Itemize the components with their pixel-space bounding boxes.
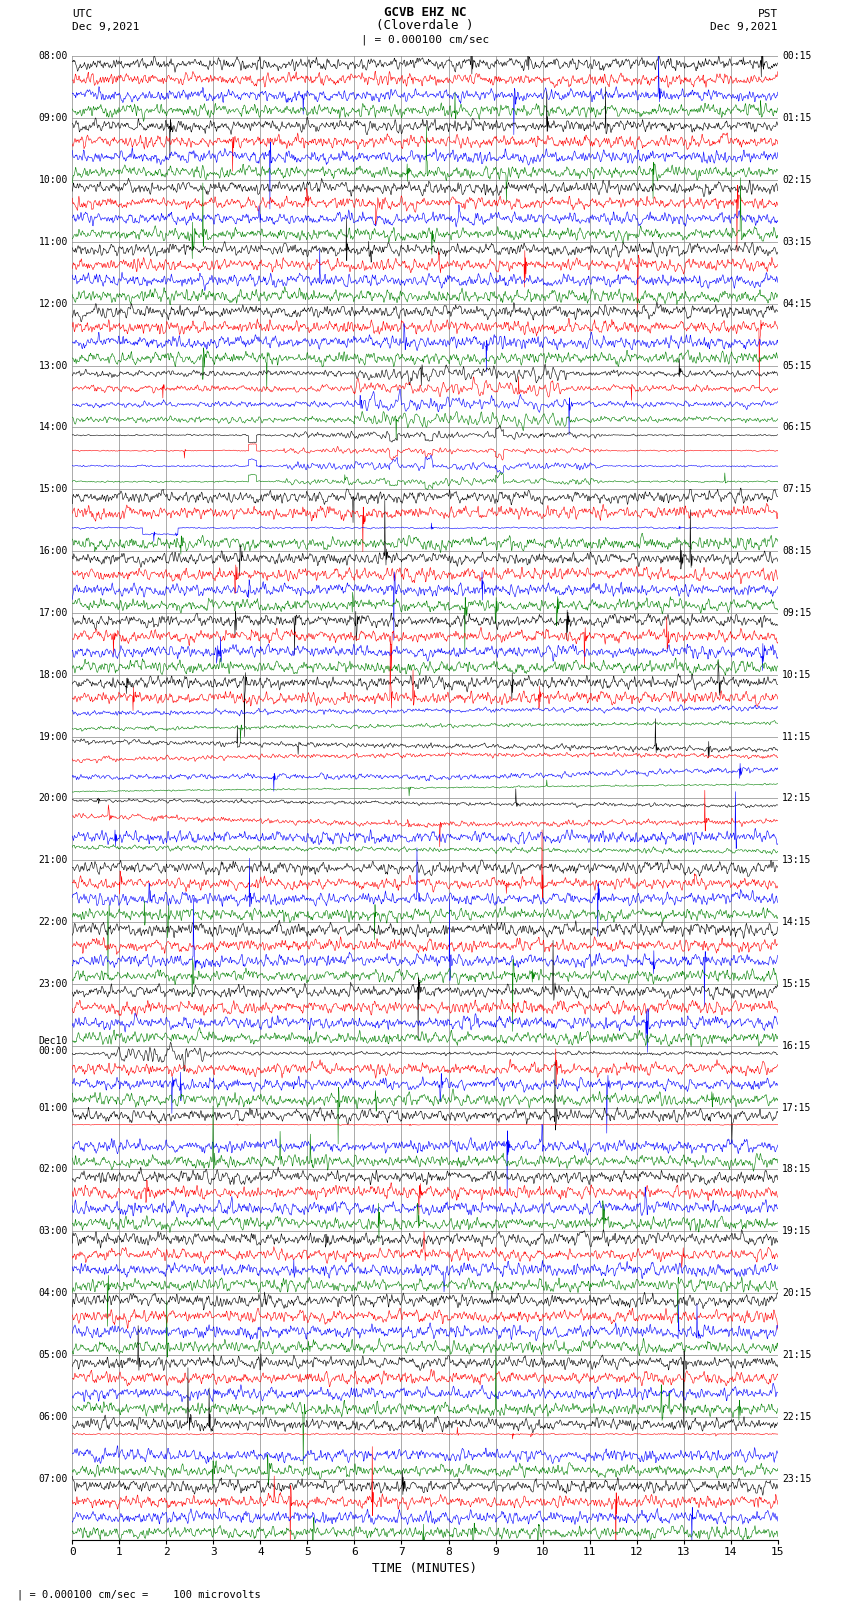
Text: 08:00: 08:00: [38, 52, 68, 61]
Text: Dec 9,2021: Dec 9,2021: [711, 23, 778, 32]
Text: 11:00: 11:00: [38, 237, 68, 247]
Text: 22:00: 22:00: [38, 918, 68, 927]
Text: 10:15: 10:15: [782, 669, 812, 679]
Text: 01:00: 01:00: [38, 1103, 68, 1113]
Text: PST: PST: [757, 10, 778, 19]
Text: | = 0.000100 cm/sec =    100 microvolts: | = 0.000100 cm/sec = 100 microvolts: [17, 1589, 261, 1600]
Text: 07:15: 07:15: [782, 484, 812, 494]
Text: 22:15: 22:15: [782, 1411, 812, 1421]
Text: 07:00: 07:00: [38, 1474, 68, 1484]
Text: 02:00: 02:00: [38, 1165, 68, 1174]
Text: 03:15: 03:15: [782, 237, 812, 247]
Text: (Cloverdale ): (Cloverdale ): [377, 19, 473, 32]
Text: 17:00: 17:00: [38, 608, 68, 618]
Text: 12:15: 12:15: [782, 794, 812, 803]
Text: 19:15: 19:15: [782, 1226, 812, 1236]
Text: 00:00: 00:00: [38, 1045, 68, 1057]
Text: 21:00: 21:00: [38, 855, 68, 865]
Text: 18:00: 18:00: [38, 669, 68, 679]
Text: 04:15: 04:15: [782, 298, 812, 308]
Text: Dec10: Dec10: [38, 1036, 68, 1045]
Text: 23:15: 23:15: [782, 1474, 812, 1484]
Text: 06:00: 06:00: [38, 1411, 68, 1421]
Text: 20:00: 20:00: [38, 794, 68, 803]
Text: 06:15: 06:15: [782, 423, 812, 432]
Text: Dec 9,2021: Dec 9,2021: [72, 23, 139, 32]
Text: 03:00: 03:00: [38, 1226, 68, 1236]
Text: 16:15: 16:15: [782, 1040, 812, 1050]
X-axis label: TIME (MINUTES): TIME (MINUTES): [372, 1561, 478, 1574]
Text: 19:00: 19:00: [38, 732, 68, 742]
Text: UTC: UTC: [72, 10, 93, 19]
Text: 04:00: 04:00: [38, 1289, 68, 1298]
Text: 12:00: 12:00: [38, 298, 68, 308]
Text: 05:15: 05:15: [782, 361, 812, 371]
Text: GCVB EHZ NC: GCVB EHZ NC: [383, 6, 467, 19]
Text: 18:15: 18:15: [782, 1165, 812, 1174]
Text: | = 0.000100 cm/sec: | = 0.000100 cm/sec: [361, 34, 489, 45]
Text: 09:15: 09:15: [782, 608, 812, 618]
Text: 16:00: 16:00: [38, 547, 68, 556]
Text: 08:15: 08:15: [782, 547, 812, 556]
Text: 14:15: 14:15: [782, 918, 812, 927]
Text: 10:00: 10:00: [38, 176, 68, 185]
Text: 11:15: 11:15: [782, 732, 812, 742]
Text: 09:00: 09:00: [38, 113, 68, 123]
Text: 13:00: 13:00: [38, 361, 68, 371]
Text: 13:15: 13:15: [782, 855, 812, 865]
Text: 05:00: 05:00: [38, 1350, 68, 1360]
Text: 14:00: 14:00: [38, 423, 68, 432]
Text: 01:15: 01:15: [782, 113, 812, 123]
Text: 23:00: 23:00: [38, 979, 68, 989]
Text: 17:15: 17:15: [782, 1103, 812, 1113]
Text: 00:15: 00:15: [782, 52, 812, 61]
Text: 15:15: 15:15: [782, 979, 812, 989]
Text: 15:00: 15:00: [38, 484, 68, 494]
Text: 02:15: 02:15: [782, 176, 812, 185]
Text: 20:15: 20:15: [782, 1289, 812, 1298]
Text: 21:15: 21:15: [782, 1350, 812, 1360]
